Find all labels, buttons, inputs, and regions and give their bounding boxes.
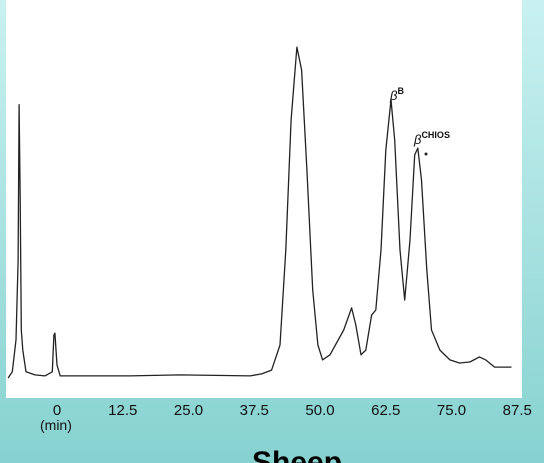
- chart-title: Sheep: [252, 446, 342, 463]
- x-tick-label: 0: [53, 402, 61, 419]
- x-tick-label: 87.5: [503, 402, 532, 419]
- annotation-superscript: CHIOS: [421, 130, 450, 140]
- trace: [7, 46, 512, 379]
- x-tick-label: 25.0: [174, 402, 203, 419]
- x-axis-label: (min): [40, 417, 72, 433]
- plot-area: [6, 0, 522, 398]
- x-tick-label: 50.0: [305, 402, 334, 419]
- annotation: βCHIOS: [413, 130, 450, 147]
- annotation: βB: [389, 86, 404, 103]
- annotation-symbol: β: [389, 88, 398, 103]
- annotation-superscript: B: [397, 86, 404, 96]
- x-tick-label: 37.5: [240, 402, 269, 419]
- x-tick-label: 75.0: [437, 402, 466, 419]
- dot: [424, 152, 428, 156]
- annotation-symbol: β: [413, 132, 422, 147]
- x-tick-label: 12.5: [108, 402, 137, 419]
- x-tick-label: 62.5: [371, 402, 400, 419]
